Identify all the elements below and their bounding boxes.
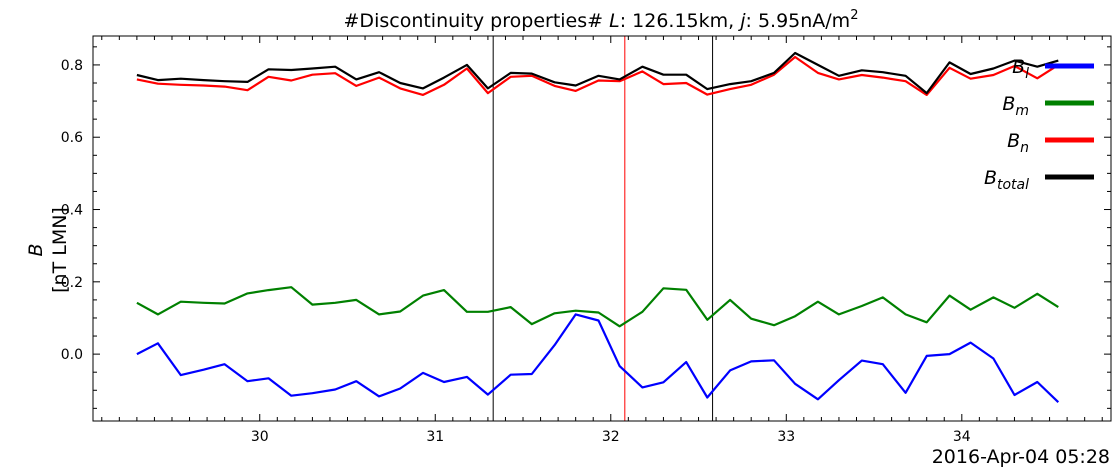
- y-axis-label: B [nT LMN]: [25, 207, 71, 293]
- event-lines: [492, 36, 714, 421]
- legend-label: Btotal: [984, 167, 1029, 193]
- y-axis-ticks: 0.0 0.2 0.4 0.6 0.8: [61, 46, 1111, 409]
- series-line-n: [136, 55, 1059, 97]
- legend-label: Bm: [1002, 93, 1029, 119]
- legend: Bl Bm Bn Btotal: [984, 56, 1094, 193]
- legend-label: Bn: [1007, 130, 1029, 156]
- svg-text:B: B: [25, 243, 47, 256]
- y-tick-label: 0.0: [61, 347, 83, 363]
- chart-title: #Discontinuity properties# L: 126.15km, …: [344, 8, 859, 32]
- series-line-total: [136, 51, 1059, 95]
- series-line-m: [136, 286, 1059, 328]
- x-tick-label: 33: [777, 429, 795, 445]
- x-tick-label: 31: [426, 429, 444, 445]
- series-line-l: [136, 313, 1060, 403]
- y-tick-label: 0.4: [61, 203, 83, 219]
- svg-text:[nT LMN]: [nT LMN]: [49, 207, 71, 293]
- x-axis-datetime-label: 2016-Apr-04 05:28: [932, 446, 1110, 468]
- x-axis-ticks: 30 31 32 33 34: [101, 36, 1103, 445]
- legend-label: Bl: [1012, 56, 1029, 82]
- x-tick-label: 32: [602, 429, 620, 445]
- y-tick-label: 0.2: [61, 275, 83, 291]
- x-tick-label: 34: [953, 429, 971, 445]
- y-tick-label: 0.8: [61, 58, 83, 74]
- x-tick-label: 30: [251, 429, 269, 445]
- y-tick-label: 0.6: [61, 130, 83, 146]
- plot-frame: [92, 35, 1112, 422]
- series-lines: [136, 51, 1060, 403]
